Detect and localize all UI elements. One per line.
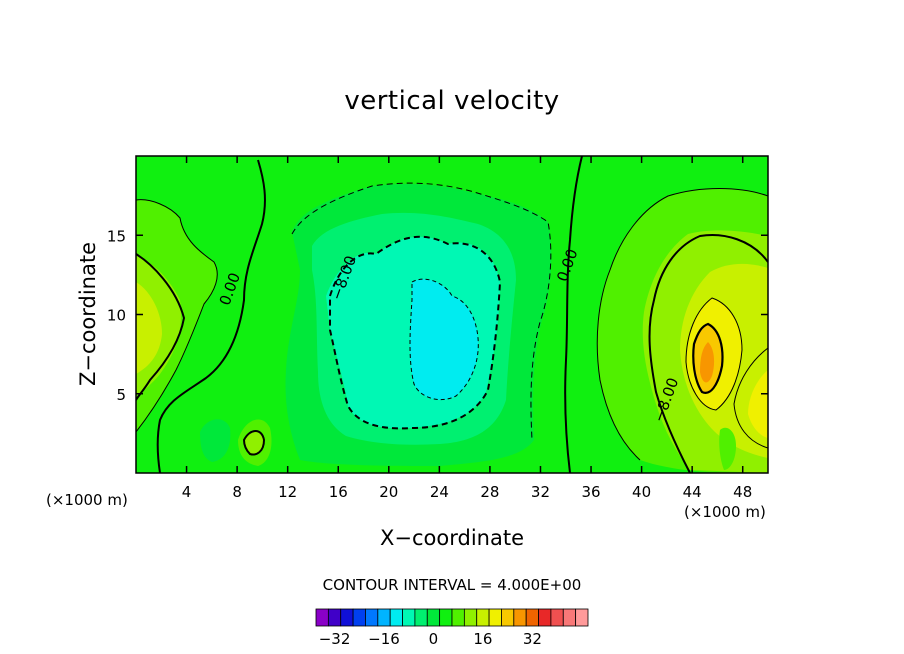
- colorbar-cell: [501, 608, 515, 627]
- contour-lines: [136, 156, 768, 473]
- x-tick-label: 8: [232, 483, 242, 501]
- colorbar-cell: [488, 608, 502, 627]
- contour-zero-left: [136, 253, 186, 401]
- chart-title: vertical velocity: [344, 86, 560, 116]
- x-tick-label: 36: [581, 483, 600, 501]
- x-tick-label: 28: [480, 483, 499, 501]
- colorbar-tick-label: −32: [319, 630, 351, 648]
- field-center-downdraft-core: [410, 279, 479, 400]
- x-tick-label: 40: [632, 483, 651, 501]
- colorbar-tick-label: 16: [473, 630, 492, 648]
- contour-positive-right-lobe: [733, 347, 768, 449]
- x-unit-left: (×1000 m): [46, 491, 128, 509]
- field-left-updraft-inner: [136, 282, 162, 374]
- colorbar-cell: [377, 608, 391, 627]
- x-tick-label: 24: [430, 483, 449, 501]
- x-tick-label: 32: [531, 483, 550, 501]
- x-tick-label: 16: [329, 483, 348, 501]
- field-right-lower-lobe-core: [748, 370, 768, 438]
- contour-interval-label: CONTOUR INTERVAL = 4.000E+00: [322, 576, 582, 594]
- contour-positive-right-peak: [692, 322, 724, 394]
- colorbar-cell: [315, 608, 329, 627]
- contour-zero-rightlobe: [648, 234, 768, 473]
- colorbar-cell: [340, 608, 354, 627]
- colorbar: −32 −16 0 16 32: [315, 608, 589, 648]
- colorbar-cell: [426, 608, 441, 627]
- colorbar-cell: [562, 608, 577, 627]
- contour-zero-right: [564, 156, 583, 473]
- y-tick-label: 5: [116, 386, 126, 404]
- colorbar-cell: [389, 608, 403, 627]
- colorbar-cell: [575, 608, 589, 627]
- contour-cell-small: [242, 430, 266, 456]
- colorbar-cell: [365, 608, 379, 627]
- contour-thin-left-outer: [136, 199, 218, 433]
- colorbar-cell: [538, 608, 552, 627]
- colorbar-cell: [327, 608, 342, 627]
- colorbar-cell: [402, 608, 416, 627]
- colorbar-tick-label: 0: [429, 630, 439, 648]
- contour-minus8-center: [329, 235, 502, 430]
- x-tick-label: 48: [733, 483, 752, 501]
- y-axis-label: Z−coordinate: [76, 242, 100, 386]
- colorbar-cell: [414, 608, 428, 627]
- y-tick-label: 15: [107, 227, 126, 245]
- contour-minus12-core: [409, 278, 479, 400]
- contour-thin-right-outer: [596, 188, 768, 461]
- colorbar-cell: [513, 608, 527, 627]
- y-tick-label: 10: [107, 307, 126, 325]
- velocity-field: [136, 156, 768, 473]
- x-tick-label: 44: [683, 483, 702, 501]
- colorbar-tick-label: 32: [523, 630, 542, 648]
- colorbar-cell: [451, 608, 465, 627]
- x-tick-label: 20: [379, 483, 398, 501]
- contour-minus4-center: [291, 182, 552, 441]
- x-unit-right: (×1000 m): [684, 503, 766, 521]
- colorbar-cell: [463, 608, 478, 627]
- field-right-updraft-max: [700, 342, 715, 383]
- contour-zero-left2: [156, 159, 266, 473]
- x-tick-label: 4: [182, 483, 192, 501]
- colorbar-cell: [550, 608, 564, 627]
- x-tick-label: 12: [278, 483, 297, 501]
- colorbar-cell: [439, 608, 453, 627]
- colorbar-tick-label: −16: [368, 630, 400, 648]
- colorbar-cell: [352, 608, 366, 627]
- y-axis-ticks: 5 10 15: [107, 227, 768, 404]
- colorbar-cell: [525, 608, 539, 627]
- contour-positive-right-inner: [685, 297, 743, 411]
- x-axis-ticks: 4 8 12 16 20 24 28 32 36 40 44 48: [182, 156, 752, 501]
- field-cell-edge: [719, 427, 736, 470]
- x-axis-label: X−coordinate: [380, 526, 524, 550]
- field-cell-weak-down: [200, 419, 231, 462]
- field-cell-bottom-left-core: [244, 431, 264, 455]
- colorbar-cell: [476, 608, 490, 627]
